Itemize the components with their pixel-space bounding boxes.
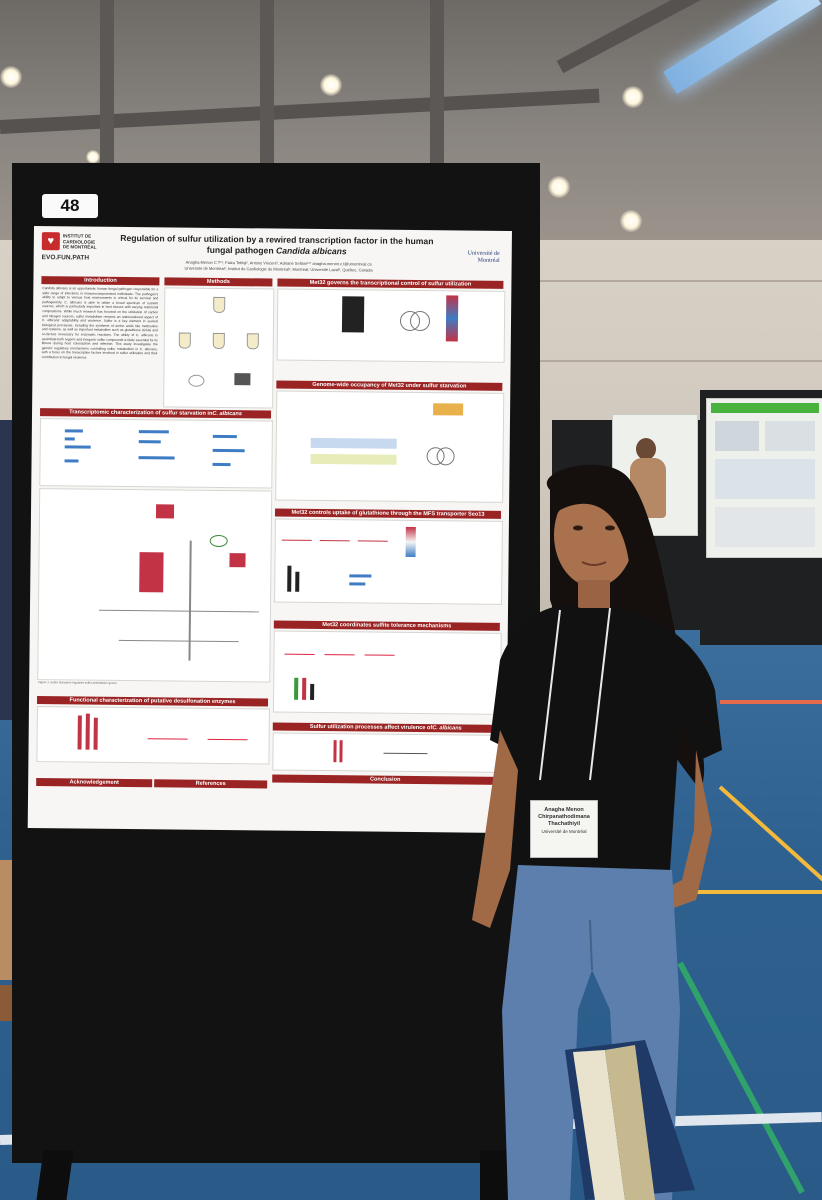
sulfur-pathway-diagram	[37, 488, 273, 683]
ceiling-beam	[100, 0, 114, 170]
section-desulfonation: Functional characterization of putative …	[36, 696, 269, 707]
floor-line	[720, 700, 822, 704]
udem-logo: Université de Montréal	[467, 250, 500, 264]
background-poster	[706, 398, 822, 558]
ceiling-light	[548, 176, 570, 198]
section-introduction: Introduction	[41, 276, 160, 286]
name-badge: Anagha Menon Chirpanathodimana Thachathi…	[530, 800, 598, 858]
poster-authors: Anagha Menon C T¹², Faiza Tebbji¹, Anton…	[184, 259, 373, 273]
ceiling-beam	[0, 88, 600, 134]
poster-title: Regulation of sulfur utilization by a re…	[120, 232, 434, 257]
booth-number-tag: 48	[42, 194, 98, 218]
heart-icon: ♥	[41, 232, 60, 251]
section-references: References	[154, 779, 268, 789]
ceiling-light	[320, 74, 342, 96]
background-person	[636, 438, 656, 460]
section-transcriptomic: Transcriptomic characterization of sulfu…	[40, 408, 272, 419]
intro-text: Candida albicans is an opportunistic hum…	[41, 286, 159, 360]
figure-caption: Figure 1. Sulfur starvation regulates su…	[38, 681, 118, 685]
met32-figure	[276, 288, 506, 363]
icm-logo: ♥ INSTITUT DE CARDIOLOGIE DE MONTRÉAL	[41, 232, 112, 251]
desulfonation-figure	[36, 706, 270, 765]
ceiling-light	[622, 86, 644, 108]
blue-fluorescent-light	[663, 0, 822, 95]
ceiling-beam	[260, 0, 274, 170]
ceiling-light	[0, 66, 22, 88]
section-met32-control: Met32 governs the transcriptional contro…	[277, 278, 504, 289]
ceiling-light	[86, 150, 100, 164]
wall-line	[540, 280, 822, 282]
ceiling-beam	[430, 0, 444, 190]
research-poster: ♥ INSTITUT DE CARDIOLOGIE DE MONTRÉAL EV…	[27, 226, 512, 833]
floor-line	[660, 890, 822, 894]
section-methods: Methods	[164, 277, 273, 287]
section-genome-wide: Genome-wide occupancy of Met32 under sul…	[276, 380, 503, 391]
wall-line	[540, 360, 822, 362]
evofunpath-logo: EVO.FUN.PATH	[41, 254, 90, 262]
methods-figure	[163, 287, 275, 409]
transcriptomic-figure	[39, 418, 273, 489]
tote-bag	[565, 1040, 695, 1200]
board-leg	[480, 1150, 510, 1200]
section-acknowledgement: Acknowledgement	[36, 778, 153, 788]
ceiling-light	[620, 210, 642, 232]
